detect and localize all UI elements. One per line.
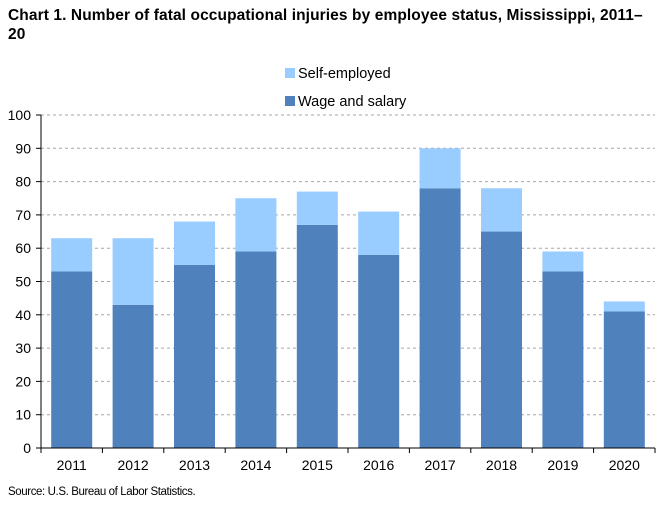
bar-self-employed-2019 [542, 251, 584, 272]
bar-wage-and-salary-2020 [603, 311, 645, 448]
bar-wage-and-salary-2017 [419, 188, 461, 448]
x-tick-label-2019: 2019 [547, 457, 578, 473]
y-tick-label-80: 80 [15, 174, 31, 190]
x-tick-label-2012: 2012 [118, 457, 149, 473]
x-tick-label-2011: 2011 [57, 457, 87, 473]
y-tick-label-60: 60 [15, 240, 31, 256]
legend-swatch-wage-and-salary [285, 96, 295, 106]
bar-self-employed-2018 [481, 188, 522, 232]
y-tick-label-30: 30 [15, 340, 31, 356]
x-tick-label-2017: 2017 [425, 457, 456, 473]
x-tick-label-2016: 2016 [363, 457, 394, 473]
bar-wage-and-salary-2013 [174, 264, 215, 448]
bar-wage-and-salary-2015 [296, 224, 338, 448]
bar-self-employed-2020 [603, 301, 645, 312]
bar-wage-and-salary-2012 [112, 304, 154, 448]
bar-wage-and-salary-2014 [235, 251, 277, 448]
bar-wage-and-salary-2019 [542, 271, 584, 448]
bars [51, 148, 645, 448]
x-tick-label-2018: 2018 [486, 457, 517, 473]
y-tick-label-10: 10 [15, 407, 31, 423]
bar-self-employed-2017 [419, 148, 461, 189]
bar-self-employed-2013 [174, 221, 215, 265]
bar-self-employed-2015 [296, 191, 338, 225]
legend: Self-employed Wage and salary [285, 66, 407, 110]
x-tick-label-2014: 2014 [240, 457, 271, 473]
bar-self-employed-2012 [112, 238, 154, 305]
x-tick-label-2015: 2015 [302, 457, 333, 473]
legend-swatch-self-employed [285, 68, 295, 78]
y-tick-label-20: 20 [15, 373, 31, 389]
bar-wage-and-salary-2016 [358, 254, 400, 448]
x-tick-label-2020: 2020 [609, 457, 640, 473]
bar-wage-and-salary-2018 [481, 231, 522, 448]
y-tick-label-0: 0 [23, 440, 31, 456]
y-tick-label-100: 100 [8, 107, 32, 123]
legend-label-self-employed: Self-employed [298, 66, 391, 82]
source-note: Source: U.S. Bureau of Labor Statistics. [8, 486, 196, 498]
legend-label-wage-and-salary: Wage and salary [298, 94, 407, 110]
bar-wage-and-salary-2011 [51, 271, 93, 448]
y-tick-label-40: 40 [15, 307, 31, 323]
y-tick-label-50: 50 [15, 274, 31, 290]
y-tick-label-70: 70 [15, 207, 31, 223]
chart-title: Chart 1. Number of fatal occupational in… [8, 7, 643, 43]
x-tick-label-2013: 2013 [179, 457, 210, 473]
bar-self-employed-2016 [358, 211, 400, 255]
bar-self-employed-2011 [51, 238, 93, 272]
y-tick-label-90: 90 [15, 140, 31, 156]
bar-self-employed-2014 [235, 198, 277, 252]
axes: 0 10 20 30 40 50 60 70 80 90 100 2011 2012 2013 2014 20… [8, 107, 656, 473]
